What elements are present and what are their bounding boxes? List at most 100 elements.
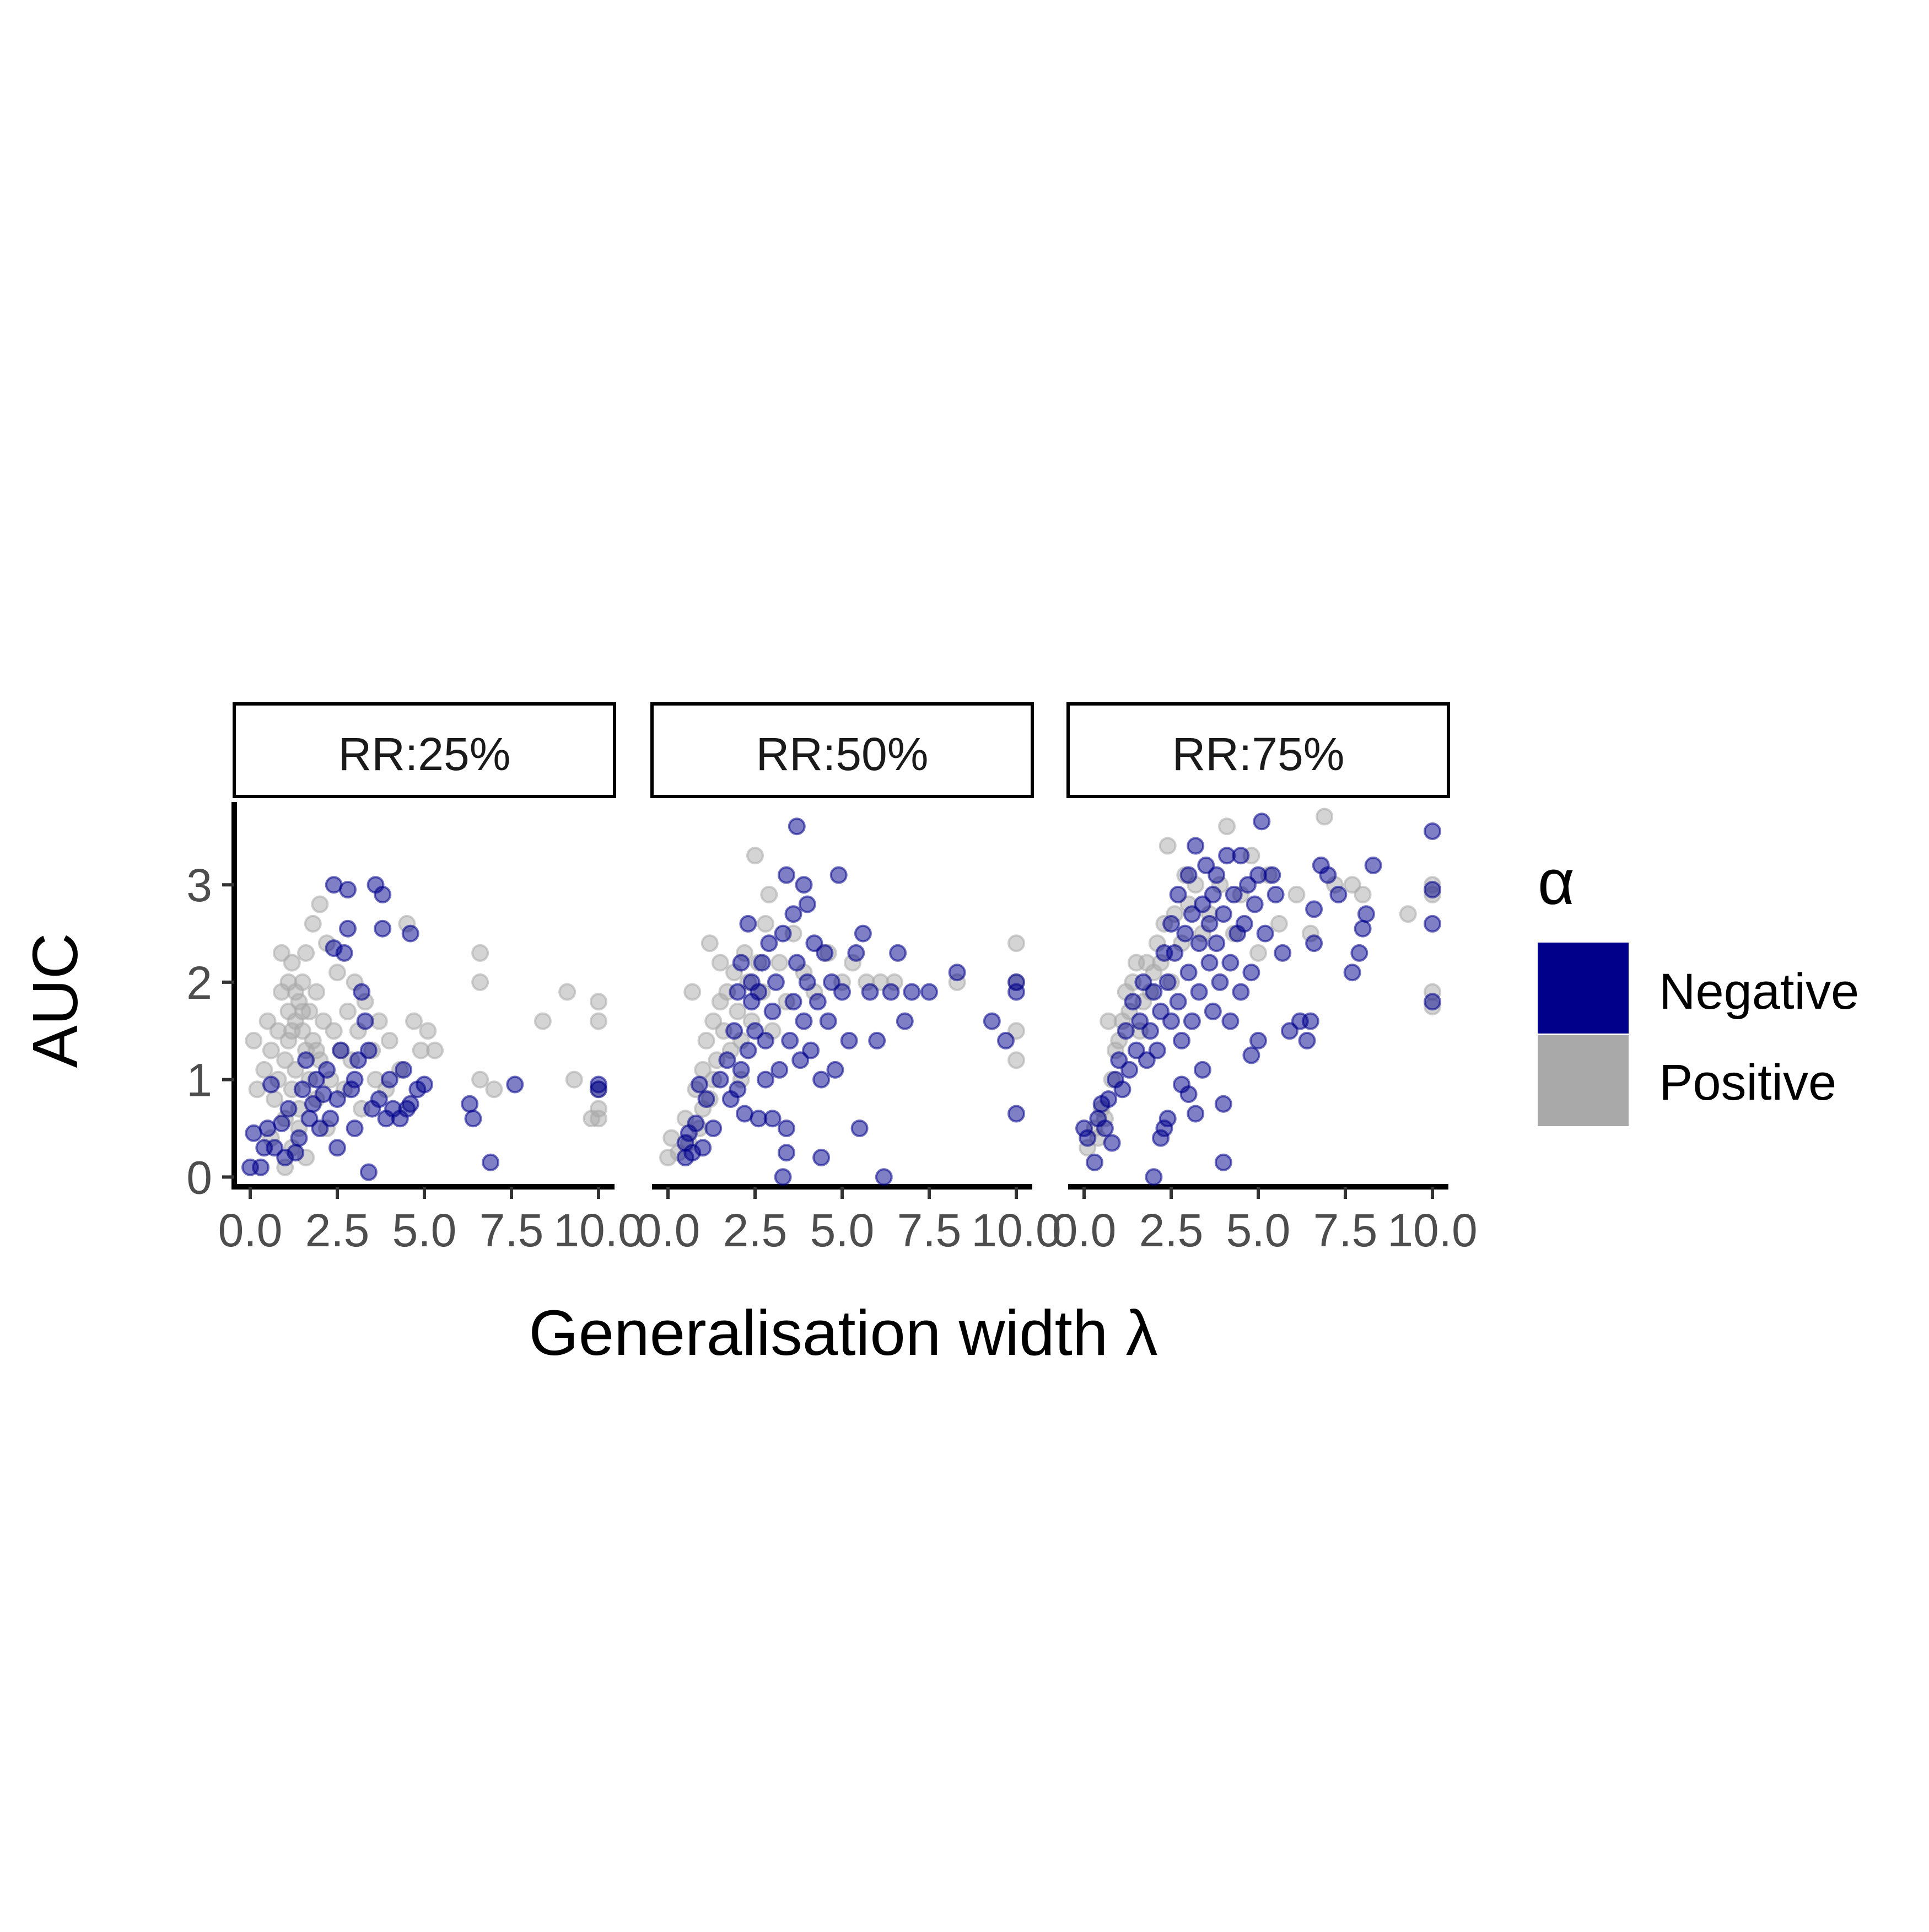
data-point: [380, 1031, 398, 1050]
data-point: [339, 881, 357, 898]
data-point: [1200, 914, 1219, 933]
data-point: [767, 973, 785, 991]
data-point: [770, 954, 789, 972]
data-point: [805, 934, 823, 952]
data-point: [997, 1031, 1015, 1050]
data-point: [1096, 1120, 1114, 1137]
data-point: [1242, 964, 1260, 982]
data-point: [1127, 1041, 1145, 1059]
data-point: [763, 1110, 782, 1128]
data-point: [812, 1149, 831, 1166]
data-point: [750, 983, 768, 1001]
data-point: [328, 1090, 346, 1108]
data-point: [1208, 866, 1226, 884]
y-tick-label: 0: [186, 1151, 212, 1203]
facet-strip-box: [233, 702, 616, 798]
data-point: [590, 1110, 607, 1128]
data-point: [1214, 1095, 1232, 1113]
data-point: [359, 1041, 378, 1059]
x-tick-label: 7.5: [897, 1204, 962, 1256]
data-point: [777, 866, 795, 884]
data-point: [729, 1002, 747, 1020]
data-point: [482, 1153, 500, 1171]
facet-strip-label: RR:50%: [756, 728, 929, 780]
data-point: [464, 1110, 482, 1128]
data-point: [426, 1041, 444, 1059]
data-point: [1239, 876, 1257, 894]
legend: α Negative Positive: [1538, 846, 1859, 1126]
data-point: [729, 983, 747, 1001]
data-point: [1183, 1012, 1201, 1030]
data-point: [1232, 847, 1250, 865]
data-point: [746, 1022, 764, 1040]
data-point: [840, 1031, 858, 1050]
data-point: [297, 1051, 315, 1069]
data-point: [471, 1070, 489, 1089]
data-point: [697, 1090, 715, 1108]
data-point: [308, 1041, 326, 1059]
data-point: [287, 1144, 305, 1162]
data-point: [718, 1051, 736, 1069]
data-point: [1200, 954, 1219, 972]
data-point: [826, 1061, 844, 1079]
data-point: [816, 944, 834, 962]
y-axis-title: AUC: [19, 933, 91, 1068]
data-point: [339, 1002, 357, 1020]
data-point: [346, 1070, 364, 1089]
data-point: [1350, 944, 1368, 962]
data-point: [245, 1031, 263, 1050]
data-point: [374, 919, 392, 938]
legend-label-negative: Negative: [1659, 964, 1859, 1020]
data-point: [1127, 954, 1145, 972]
data-point: [760, 934, 778, 952]
data-point: [353, 983, 371, 1001]
data-point: [711, 1070, 729, 1089]
data-point: [753, 954, 771, 972]
data-point: [590, 993, 607, 1011]
data-point: [795, 1012, 813, 1030]
data-point: [318, 1061, 336, 1079]
data-point: [694, 1139, 712, 1157]
data-point: [276, 1051, 294, 1069]
data-point: [405, 1012, 423, 1030]
data-point: [1343, 964, 1361, 982]
x-tick-label: 0.0: [1052, 1204, 1117, 1256]
data-point: [948, 964, 966, 982]
data-point: [1131, 1012, 1149, 1030]
x-axis-title: Generalisation width λ: [529, 1297, 1157, 1369]
data-point: [590, 1012, 607, 1030]
data-point: [757, 1070, 774, 1089]
data-point: [739, 1041, 757, 1059]
data-point: [1183, 905, 1201, 923]
data-point: [746, 847, 764, 865]
data-point: [889, 944, 907, 962]
data-point: [781, 1031, 799, 1050]
data-point: [757, 1031, 774, 1050]
data-point: [1424, 822, 1441, 840]
data-point: [308, 983, 326, 1001]
data-point: [1329, 885, 1348, 903]
data-point: [1253, 812, 1271, 831]
data-point: [293, 1002, 311, 1020]
data-point: [311, 1120, 329, 1137]
data-point: [272, 944, 290, 962]
data-point: [370, 1090, 388, 1108]
data-point: [359, 1163, 378, 1181]
data-point: [304, 1095, 322, 1113]
facet-strip-box: [1066, 702, 1450, 798]
data-point: [266, 1090, 284, 1108]
data-point: [1249, 1031, 1267, 1050]
data-point: [882, 983, 900, 1001]
data-point: [1152, 1002, 1170, 1020]
data-point: [1424, 914, 1441, 933]
data-point: [266, 1139, 284, 1157]
legend-key-negative: [1538, 943, 1629, 1034]
data-point: [1138, 1051, 1156, 1069]
data-point: [283, 1022, 301, 1040]
data-point: [1316, 808, 1334, 826]
data-point: [847, 944, 865, 962]
data-point: [1221, 1012, 1240, 1030]
x-tick-label: 2.5: [1139, 1204, 1204, 1256]
data-point: [1079, 1129, 1097, 1147]
